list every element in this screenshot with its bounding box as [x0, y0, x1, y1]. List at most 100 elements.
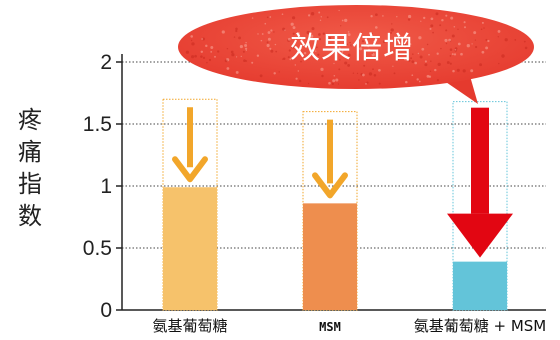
callout-texture-dot — [382, 40, 386, 43]
x-tick-label: 氨基葡萄糖 — [152, 317, 227, 335]
callout-texture-dot — [338, 68, 341, 71]
callout-texture-dot — [371, 52, 373, 55]
callout-texture-dot — [344, 61, 348, 65]
callout-texture-dot — [208, 58, 212, 62]
callout-texture-dot — [373, 40, 375, 43]
callout-texture-dot — [321, 74, 324, 78]
callout-texture-dot — [240, 55, 242, 58]
callout-texture-dot — [341, 50, 344, 53]
callout-texture-dot — [363, 64, 366, 67]
callout-texture-dot — [329, 44, 332, 46]
callout-texture-dot — [456, 68, 460, 72]
callout-texture-dot — [201, 38, 204, 40]
callout-texture-dot — [326, 16, 329, 19]
callout-texture-dot — [311, 27, 315, 31]
callout-texture-dot — [190, 39, 193, 42]
callout-texture-dot — [233, 36, 236, 38]
callout-texture-dot — [231, 53, 235, 57]
callout-texture-dot — [238, 36, 242, 40]
callout-texture-dot — [346, 43, 349, 45]
callout-texture-dot — [341, 19, 344, 22]
callout-texture-dot — [436, 79, 439, 82]
callout-texture-dot — [235, 70, 239, 74]
callout-texture-dot — [269, 47, 272, 50]
callout: 效果倍增 — [178, 5, 534, 104]
callout-texture-dot — [367, 48, 371, 52]
callout-texture-dot — [205, 44, 208, 48]
bar — [303, 203, 357, 310]
callout-texture-dot — [409, 42, 412, 46]
callout-texture-dot — [214, 55, 216, 58]
callout-texture-dot — [300, 37, 304, 41]
callout-texture-dot — [306, 30, 310, 35]
callout-texture-dot — [451, 34, 455, 38]
callout-texture-dot — [350, 44, 353, 47]
callout-texture-dot — [374, 26, 378, 29]
callout-texture-dot — [454, 48, 457, 51]
callout-texture-dot — [318, 11, 321, 14]
callout-texture-dot — [437, 62, 441, 67]
callout-texture-dot — [445, 42, 448, 45]
callout-texture-dot — [267, 37, 271, 41]
callout-texture-dot — [332, 79, 336, 83]
callout-texture-dot — [480, 28, 483, 30]
callout-texture-dot — [307, 14, 311, 17]
callout-texture-dot — [523, 40, 526, 43]
callout-texture-dot — [411, 74, 414, 77]
callout-texture-dot — [349, 41, 351, 44]
callout-texture-dot — [310, 12, 315, 16]
callout-texture-dot — [373, 74, 377, 77]
callout-texture-dot — [320, 67, 324, 71]
callout-texture-dot — [191, 42, 195, 46]
callout-texture-dot — [278, 71, 280, 73]
callout-text: 效果倍增 — [290, 31, 414, 66]
callout-texture-dot — [397, 58, 399, 61]
callout-texture-dot — [432, 31, 434, 34]
callout-texture-dot — [464, 26, 466, 29]
callout-texture-dot — [405, 80, 408, 84]
callout-texture-dot — [185, 50, 190, 54]
callout-texture-dot — [421, 47, 425, 51]
callout-texture-dot — [445, 29, 448, 32]
x-tick-label: MSM — [319, 320, 341, 334]
callout-texture-dot — [331, 82, 334, 85]
callout-texture-dot — [290, 22, 294, 26]
callout-texture-dot — [403, 43, 407, 47]
callout-texture-dot — [352, 72, 355, 74]
callout-texture-dot — [243, 59, 246, 63]
callout-texture-dot — [320, 16, 322, 18]
callout-texture-dot — [273, 72, 276, 75]
callout-texture-dot — [497, 36, 500, 38]
callout-texture-dot — [407, 14, 412, 19]
callout-texture-dot — [275, 50, 278, 53]
callout-texture-dot — [235, 56, 238, 58]
callout-texture-dot — [429, 70, 432, 73]
callout-texture-dot — [318, 33, 321, 36]
callout-texture-dot — [256, 54, 260, 57]
callout-texture-dot — [405, 52, 408, 54]
callout-texture-dot — [408, 59, 411, 62]
callout-texture-dot — [190, 35, 193, 38]
callout-texture-dot — [378, 82, 381, 85]
callout-texture-dot — [259, 74, 263, 78]
callout-texture-dot — [322, 32, 326, 35]
callout-texture-dot — [483, 27, 485, 29]
callout-texture-dot — [446, 61, 450, 64]
callout-texture-dot — [479, 63, 483, 67]
callout-texture-dot — [333, 62, 335, 65]
callout-texture-dot — [475, 45, 478, 49]
callout-texture-dot — [436, 52, 439, 55]
callout-texture-dot — [317, 53, 320, 56]
callout-tail — [440, 76, 478, 104]
callout-texture-dot — [435, 12, 439, 16]
callout-texture-dot — [448, 38, 451, 42]
callout-texture-dot — [414, 61, 418, 65]
callout-texture-dot — [261, 33, 264, 35]
callout-texture-dot — [299, 47, 302, 50]
callout-texture-dot — [291, 16, 296, 20]
callout-texture-dot — [362, 73, 365, 77]
callout-texture-dot — [200, 55, 203, 58]
callout-texture-dot — [378, 68, 381, 72]
callout-texture-dot — [391, 23, 393, 25]
callout-texture-dot — [273, 31, 275, 33]
